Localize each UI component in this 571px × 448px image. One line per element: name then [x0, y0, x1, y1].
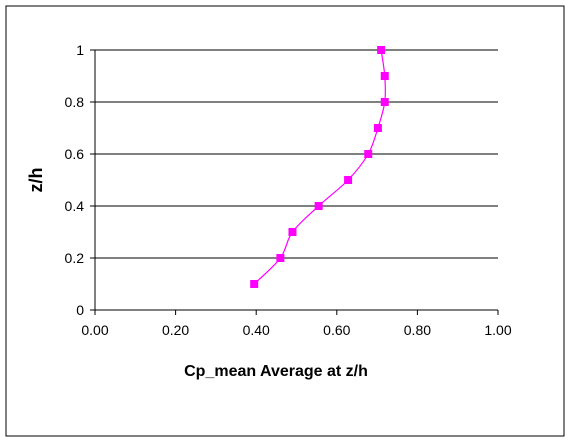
x-tick-label: 0.60	[323, 322, 350, 338]
x-tick-label: 0.20	[162, 322, 189, 338]
y-tick-label: 0	[76, 302, 84, 318]
data-point-marker	[314, 202, 323, 210]
gridlines	[95, 49, 498, 259]
x-tick-label: 0.40	[243, 322, 270, 338]
data-point-marker	[377, 46, 386, 54]
data-point-marker	[373, 124, 382, 132]
axes	[90, 49, 499, 315]
y-tick-label: 0.2	[65, 250, 85, 266]
y-tick-label: 0.4	[65, 198, 85, 214]
y-tick-label: 0.8	[65, 94, 85, 110]
tick-labels: 0 0.2 0.4 0.6 0.8 1 0.00 0.20 0.40 0.60 0.80 1.00	[65, 42, 512, 338]
x-tick-label: 0.00	[81, 322, 108, 338]
x-axis-title: Cp_mean Average at z/h	[184, 363, 368, 380]
data-point-marker	[380, 72, 389, 80]
x-tick-label: 1.00	[484, 322, 511, 338]
data-point-marker	[250, 280, 259, 288]
y-axis-title: z/h	[26, 168, 46, 193]
y-tick-label: 1	[76, 42, 84, 58]
chart-border	[5, 5, 565, 437]
data-point-marker	[380, 98, 389, 106]
series-layer	[250, 46, 389, 288]
data-point-marker	[276, 254, 285, 262]
x-tick-label: 0.80	[404, 322, 431, 338]
data-point-marker	[288, 228, 297, 236]
data-point-marker	[364, 150, 373, 158]
data-point-marker	[344, 176, 353, 184]
series-line	[253, 49, 387, 285]
y-tick-label: 0.6	[65, 146, 85, 162]
